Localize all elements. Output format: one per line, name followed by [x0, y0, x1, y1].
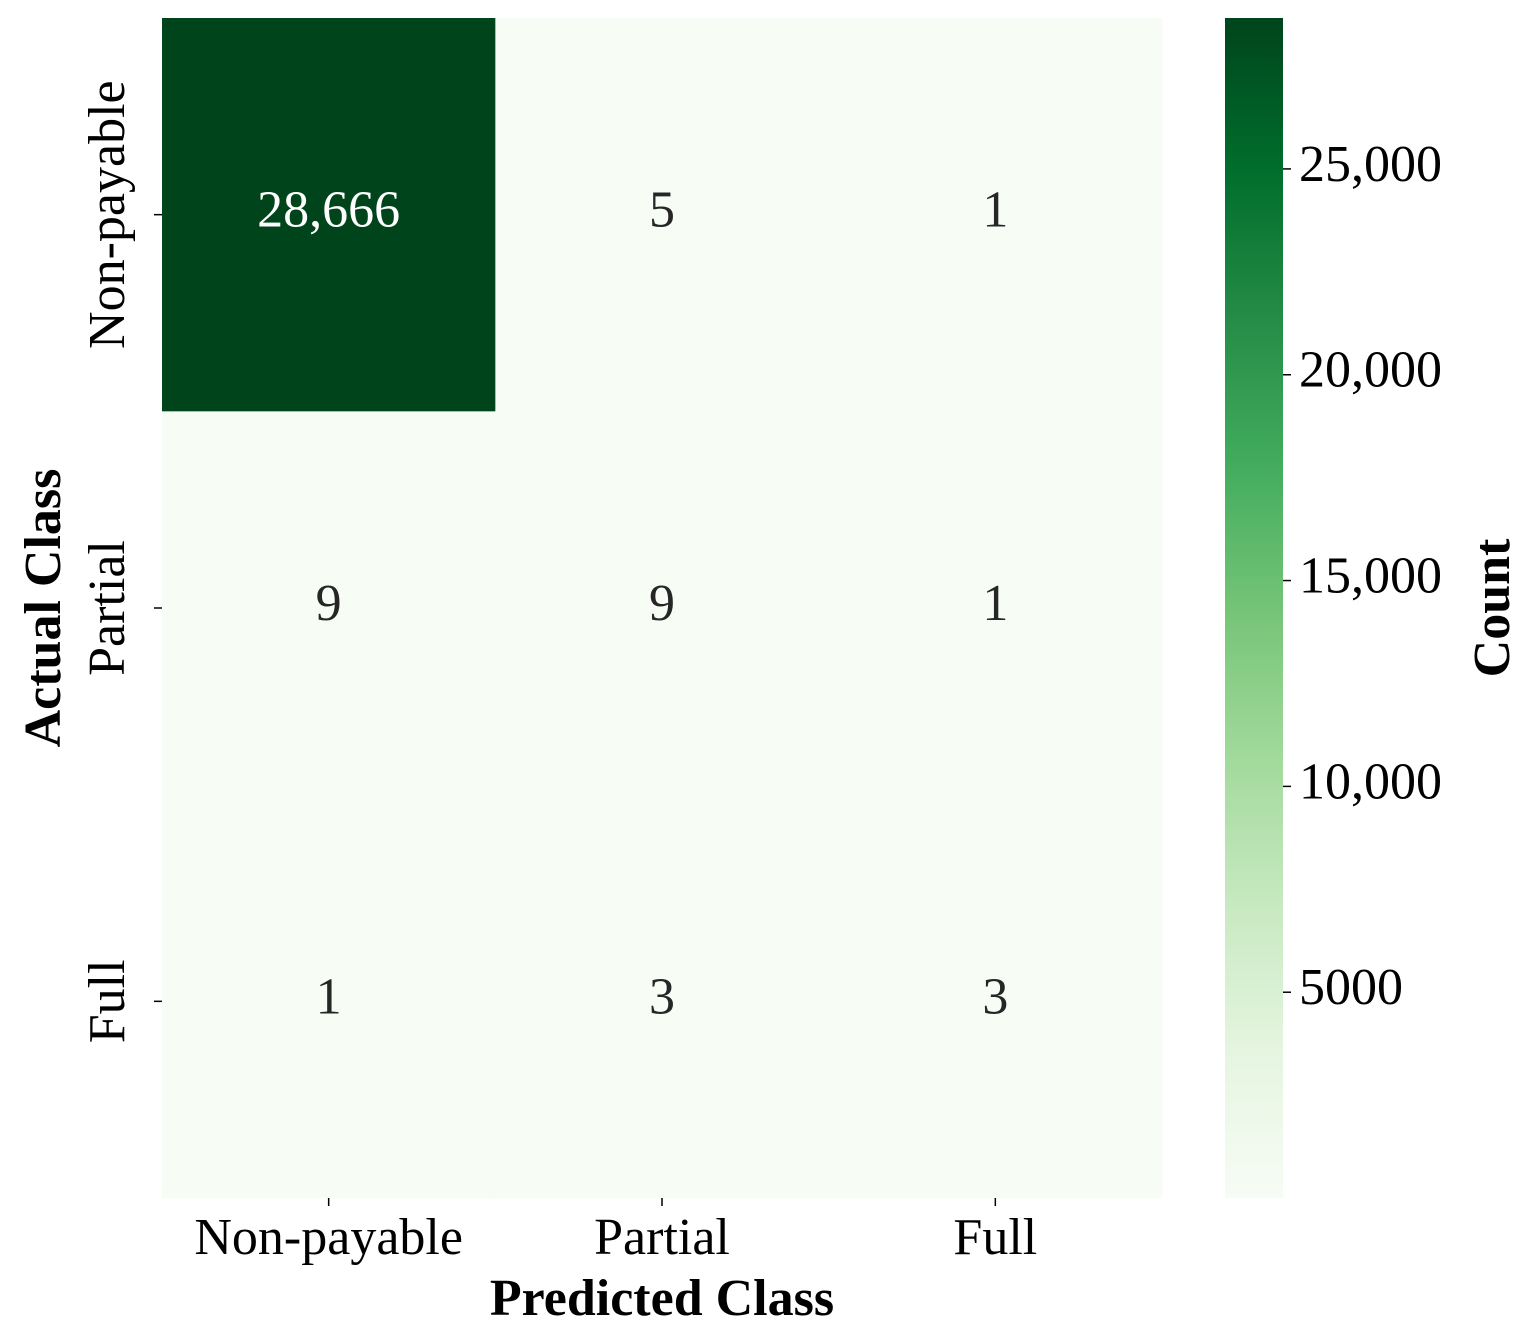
cell-label: 5 — [649, 182, 675, 239]
cell-label: 1 — [316, 968, 342, 1025]
heatmap-cell — [828, 18, 1163, 412]
cell-label: 28,666 — [257, 182, 400, 239]
cell-label: 9 — [649, 575, 675, 632]
colorbar — [1225, 18, 1283, 1198]
cell-label: 3 — [649, 968, 675, 1025]
cell-label: 3 — [982, 968, 1008, 1025]
colorbar-label: Count — [1464, 538, 1521, 677]
cell-label: 9 — [316, 575, 342, 632]
y-tick-label: Full — [79, 959, 136, 1043]
heatmap-cell — [162, 804, 496, 1199]
colorbar-tick-label: 5000 — [1299, 959, 1403, 1016]
cell-label: 1 — [982, 182, 1008, 239]
heatmap-cell — [828, 411, 1163, 806]
heatmap-cell — [828, 804, 1163, 1199]
x-axis-label: Predicted Class — [490, 1270, 834, 1327]
heatmap-cell — [495, 411, 830, 806]
heatmap-cell — [162, 18, 496, 412]
colorbar-tick-label: 25,000 — [1299, 136, 1442, 193]
x-tick-label: Full — [953, 1209, 1037, 1266]
colorbar-tick-label: 10,000 — [1299, 753, 1442, 810]
x-tick-label: Partial — [594, 1209, 730, 1266]
colorbar-tick-label: 20,000 — [1299, 342, 1442, 399]
y-tick-label: Non-payable — [79, 80, 136, 349]
x-tick-label: Non-payable — [194, 1209, 463, 1266]
heatmap-cell — [162, 411, 496, 806]
heatmap-cell — [495, 18, 830, 412]
heatmap-cell — [495, 804, 830, 1199]
y-tick-label: Partial — [79, 540, 136, 676]
cell-label: 1 — [982, 575, 1008, 632]
y-axis-label: Actual Class — [15, 469, 72, 748]
colorbar-tick-label: 15,000 — [1299, 548, 1442, 605]
